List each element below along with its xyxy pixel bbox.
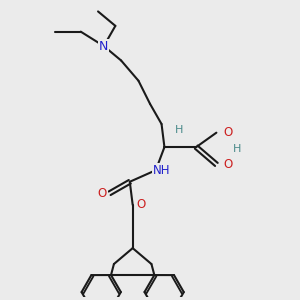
Text: N: N bbox=[99, 40, 109, 52]
Text: O: O bbox=[223, 126, 232, 139]
Text: O: O bbox=[223, 158, 232, 171]
Text: O: O bbox=[98, 187, 107, 200]
Text: NH: NH bbox=[153, 164, 170, 177]
Text: O: O bbox=[137, 198, 146, 211]
Text: H: H bbox=[175, 125, 183, 135]
Text: H: H bbox=[232, 144, 241, 154]
